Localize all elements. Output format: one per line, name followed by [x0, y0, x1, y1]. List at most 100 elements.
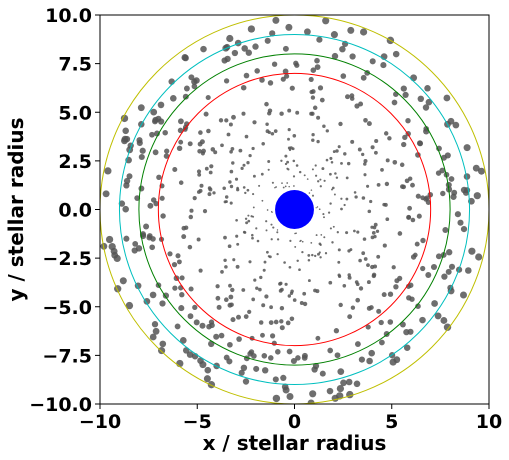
- particle-point: [323, 236, 326, 239]
- particle-point: [207, 192, 212, 197]
- particle-point: [447, 287, 455, 295]
- particle-point: [227, 244, 232, 249]
- particle-point: [198, 268, 203, 273]
- particle-point: [198, 130, 203, 135]
- particle-point: [296, 259, 299, 263]
- particle-point: [382, 202, 386, 207]
- particle-point: [457, 219, 464, 226]
- particle-point: [314, 164, 317, 167]
- particle-point: [387, 319, 394, 325]
- particle-point: [160, 213, 166, 219]
- particle-point: [251, 353, 257, 359]
- particle-point: [345, 378, 353, 386]
- particle-point: [440, 190, 446, 197]
- particle-point: [159, 340, 167, 348]
- particle-point: [336, 392, 344, 400]
- y-tick-label: −10.0: [29, 394, 92, 416]
- particle-point: [319, 97, 325, 103]
- particle-point: [301, 240, 304, 243]
- particle-point: [440, 154, 447, 161]
- particle-point: [187, 313, 194, 320]
- particle-point: [391, 265, 396, 270]
- y-axis-label: y / stellar radius: [4, 117, 28, 301]
- particle-point: [251, 236, 254, 240]
- particle-point: [236, 188, 240, 192]
- particle-point: [384, 181, 390, 187]
- particle-point: [417, 95, 425, 103]
- particle-point: [407, 205, 413, 211]
- particle-point: [122, 127, 129, 135]
- star-disk: [275, 190, 314, 229]
- particle-point: [275, 349, 281, 355]
- particle-point: [209, 164, 214, 169]
- particle-point: [123, 182, 130, 189]
- particle-point: [284, 185, 287, 188]
- particle-point: [294, 62, 300, 68]
- particle-point: [332, 225, 335, 228]
- particle-point: [356, 230, 360, 234]
- particle-point: [301, 250, 304, 254]
- particle-point: [244, 134, 249, 139]
- particle-point: [243, 314, 249, 319]
- particle-point: [289, 291, 294, 295]
- particle-point: [318, 208, 321, 211]
- particle-point: [244, 191, 247, 195]
- particle-point: [265, 220, 268, 223]
- particle-point: [200, 45, 207, 53]
- particle-point: [212, 191, 216, 195]
- particle-point: [322, 213, 325, 216]
- particle-point: [324, 252, 328, 255]
- particle-point: [319, 243, 322, 247]
- particle-point: [224, 118, 229, 123]
- particle-point: [443, 94, 451, 102]
- particle-point: [235, 264, 240, 269]
- particle-point: [338, 121, 343, 127]
- particle-point: [220, 270, 224, 274]
- particle-point: [152, 149, 159, 156]
- orbit-circle-r7: [157, 72, 432, 347]
- particle-point: [269, 305, 273, 310]
- particle-point: [350, 139, 355, 144]
- particle-point: [372, 264, 378, 269]
- particle-point: [311, 168, 314, 171]
- particle-point: [260, 172, 264, 176]
- particle-point: [199, 139, 205, 145]
- particle-point: [464, 187, 471, 194]
- particle-point: [169, 94, 177, 102]
- particle-point: [376, 183, 381, 187]
- particle-point: [259, 275, 263, 280]
- particle-point: [246, 188, 250, 192]
- particle-point: [143, 223, 150, 230]
- particle-point: [271, 340, 277, 346]
- particle-point: [248, 260, 252, 264]
- particle-point: [282, 68, 289, 75]
- particle-point: [218, 118, 224, 123]
- particle-point: [224, 195, 229, 199]
- x-tick-label: 10: [476, 411, 502, 433]
- particle-point: [256, 239, 260, 243]
- x-tick-label: −10: [79, 411, 121, 433]
- particle-point: [223, 354, 230, 361]
- particle-point: [104, 167, 112, 175]
- particle-point: [235, 234, 239, 238]
- particle-point: [174, 323, 181, 330]
- particle-point: [255, 286, 259, 290]
- particle-point: [422, 104, 430, 111]
- particle-point: [203, 111, 209, 117]
- particle-point: [268, 320, 274, 325]
- particle-point: [446, 249, 453, 256]
- particle-point: [345, 197, 349, 201]
- particle-point: [204, 166, 209, 171]
- particle-point: [358, 286, 364, 291]
- particle-point: [399, 162, 405, 168]
- particle-point: [420, 265, 426, 272]
- particle-point: [229, 302, 234, 307]
- particle-point: [355, 297, 361, 303]
- particle-point: [393, 356, 401, 364]
- particle-point: [325, 129, 329, 133]
- particle-point: [272, 16, 280, 24]
- particle-point: [345, 94, 350, 100]
- particle-point: [247, 219, 251, 223]
- particle-point: [327, 211, 331, 214]
- particle-point: [292, 134, 297, 138]
